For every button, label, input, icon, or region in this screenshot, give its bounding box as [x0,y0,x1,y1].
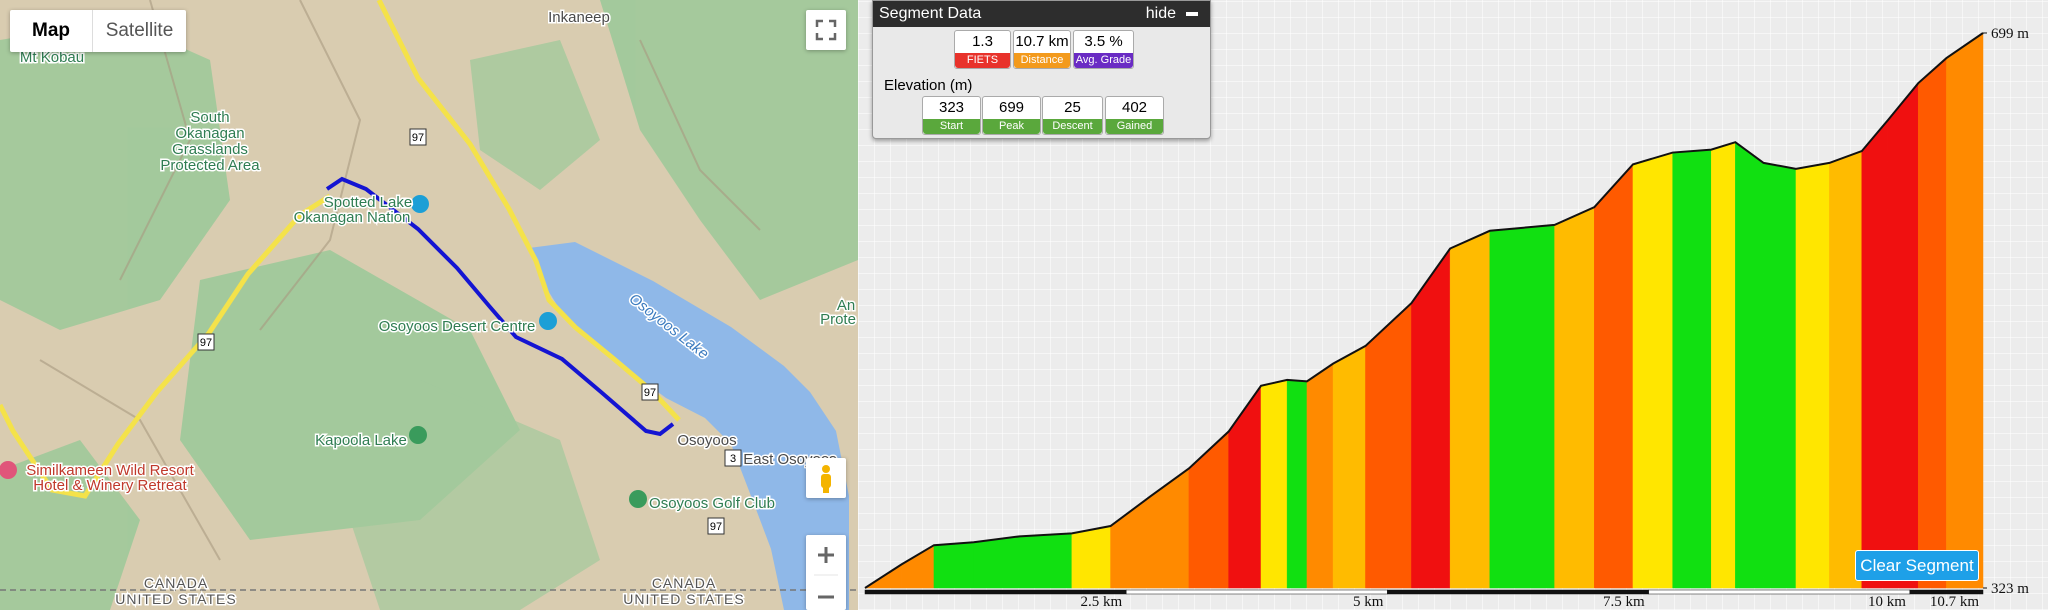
fullscreen-icon [815,19,837,41]
map-type-control: Map Satellite [10,10,186,52]
stat-value: 699 [998,99,1025,116]
map-button[interactable]: Map [32,20,70,41]
poi-icon [411,195,429,213]
stat-box: 10.7 km Distance [1013,30,1071,69]
stat-label: Avg. Grade [1074,53,1133,68]
zoom-control [806,535,846,610]
divider [92,10,93,52]
stat-value: 25 [1064,99,1081,116]
shield-label: 97 [412,132,424,144]
stat-box: 323 Start [922,96,981,135]
shield-label: 97 [710,521,722,533]
place-label: Kapoola Lake [315,432,407,449]
stat-box: 3.5 % Avg. Grade [1073,30,1134,69]
country-label: CANADA [144,575,208,591]
highway [376,0,681,422]
route [325,176,675,437]
stat-label: Gained [1106,119,1163,134]
map: 97 97 97 3 97 Inkaneep Mt Kobau South Ok… [0,0,858,610]
elevation-title: Elevation (m) [884,77,973,94]
stat-box: 402 Gained [1105,96,1164,135]
pegman-icon [821,465,831,493]
stat-value: 402 [1121,99,1148,116]
place-label: Osoyoos Desert Centre [379,318,536,335]
highway-shields: 97 97 97 3 97 [197,128,742,535]
place-label: South [190,109,229,126]
stat-label: Descent [1043,119,1102,134]
country-label: UNITED STATES [623,591,744,607]
place-label: Osoyoos [677,432,736,449]
stat-value: 1.3 [972,33,993,50]
zoom-icons [814,547,838,599]
stat-value: 323 [938,99,965,116]
stat-label: Distance [1014,53,1070,68]
highway [0,193,332,499]
stat-box: 25 Descent [1042,96,1103,135]
place-label: Spotted Lake [324,194,412,211]
shield-label: 97 [200,337,212,349]
country-label: CANADA [652,575,716,591]
stat-label: Start [923,119,980,134]
place-label: Okanagan Nation [294,209,411,226]
poi-icon [629,490,647,508]
fullscreen-button[interactable] [806,10,846,50]
place-label: Protected Area [160,157,260,174]
hide-icon [1186,12,1198,16]
place-label: Grasslands [172,141,248,158]
segment-panel: Segment Data hide 1.3 FIETS 10.7 km Distanc… [872,0,1211,139]
stat-box: 699 Peak [982,96,1041,135]
place-label: Hotel & Winery Retreat [33,477,187,494]
stat-box: 1.3 FIETS [954,30,1011,69]
clear-segment-button[interactable]: Clear Segment [1855,550,1979,581]
place-label: An [837,297,855,314]
place-label: Inkaneep [548,9,610,26]
shield-label: 3 [730,453,736,465]
poi-icon [0,461,17,479]
country-label: UNITED STATES [115,591,236,607]
satellite-button[interactable]: Satellite [105,20,174,41]
place-label: Mt Kobau [20,49,84,66]
stat-value: 10.7 km [1015,33,1069,50]
poi-icon [539,312,557,330]
stat-label: FIETS [955,53,1010,68]
shield-label: 97 [644,387,656,399]
panel-title: Segment Data [879,5,982,22]
place-label: Okanagan [175,125,244,142]
street-view-button[interactable] [806,458,846,498]
stat-label: Peak [983,119,1040,134]
place-label: Similkameen Wild Resort [26,462,194,479]
poi-icon [409,426,427,444]
lake [529,242,849,610]
place-label: Prote [820,311,856,328]
panel-header: Segment Data hide [873,1,1210,27]
stat-value: 3.5 % [1084,33,1123,50]
hide-button[interactable]: hide [1145,5,1176,22]
place-label: Osoyoos Golf Club [649,495,775,512]
